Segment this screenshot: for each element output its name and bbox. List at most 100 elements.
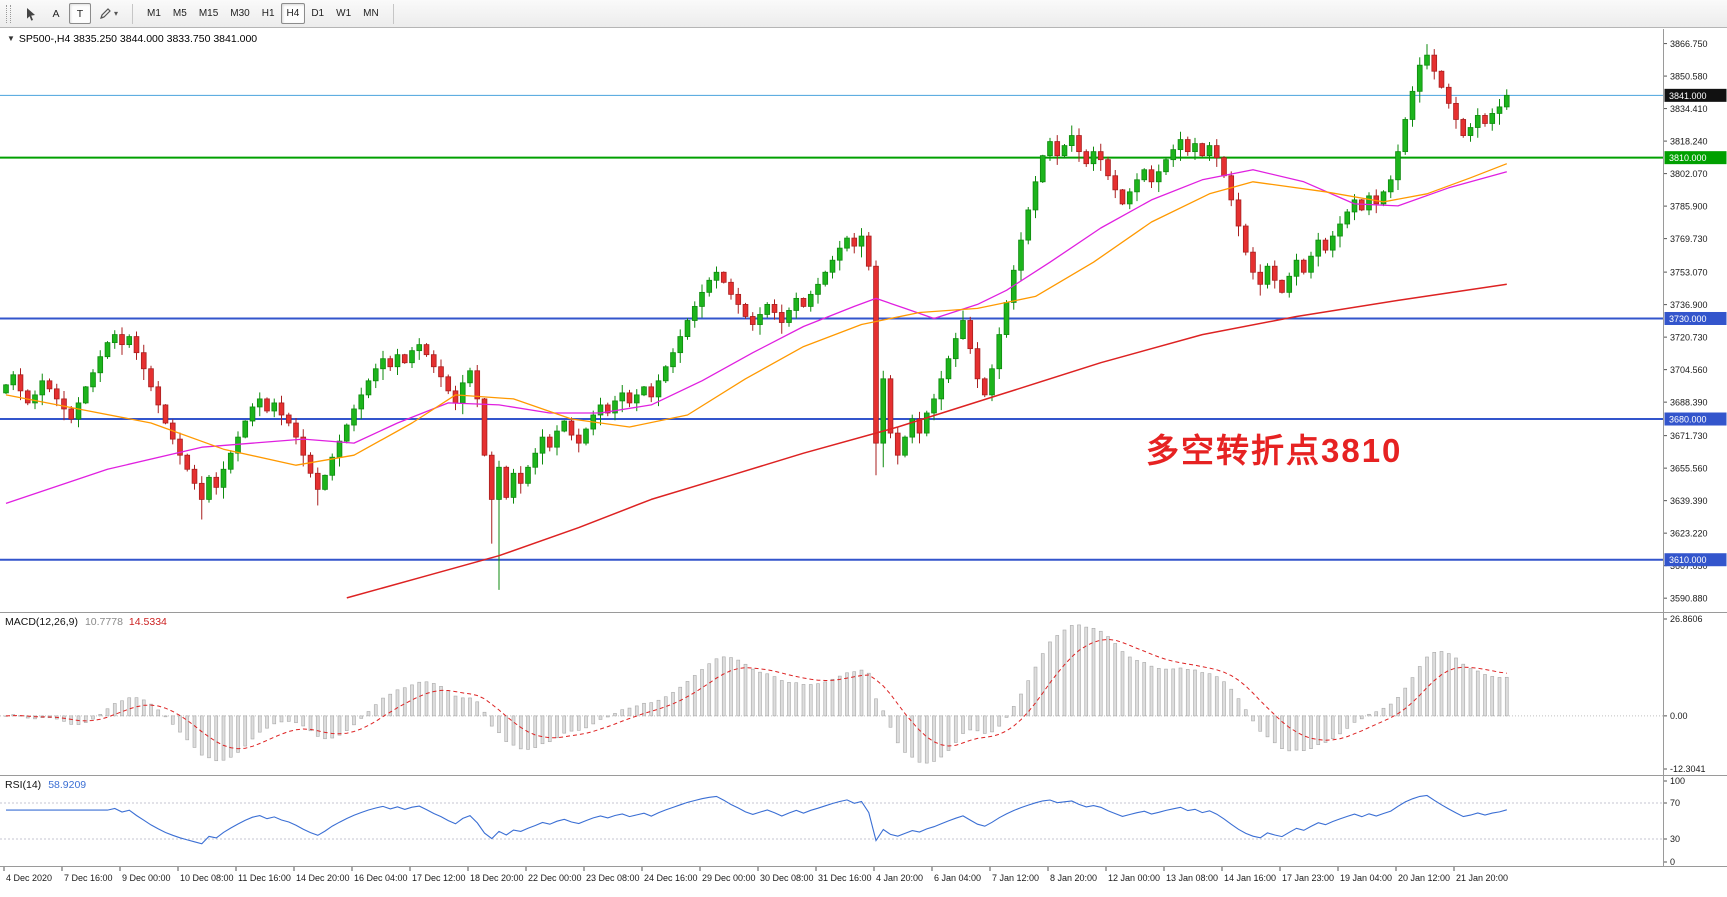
- text-tool-label: A: [52, 7, 60, 20]
- svg-text:20 Jan 12:00: 20 Jan 12:00: [1398, 873, 1450, 883]
- svg-text:17 Jan 23:00: 17 Jan 23:00: [1282, 873, 1334, 883]
- svg-text:3639.390: 3639.390: [1670, 496, 1708, 506]
- svg-text:18 Dec 20:00: 18 Dec 20:00: [470, 873, 524, 883]
- svg-text:3834.410: 3834.410: [1670, 104, 1708, 114]
- svg-text:3769.730: 3769.730: [1670, 234, 1708, 244]
- price-levels-layer: [0, 94, 1663, 561]
- svg-text:26.8606: 26.8606: [1670, 614, 1703, 624]
- toolbar-grip[interactable]: [6, 4, 11, 23]
- svg-text:3866.750: 3866.750: [1670, 39, 1708, 49]
- svg-text:3680.000: 3680.000: [1669, 415, 1707, 425]
- svg-text:3610.000: 3610.000: [1669, 555, 1707, 565]
- svg-text:22 Dec 00:00: 22 Dec 00:00: [528, 873, 582, 883]
- svg-text:3590.880: 3590.880: [1670, 593, 1708, 603]
- expand-arrow-icon[interactable]: ▼: [7, 34, 15, 43]
- timeframe-button-M1[interactable]: M1: [141, 3, 167, 24]
- svg-text:3671.730: 3671.730: [1670, 431, 1708, 441]
- timeframe-button-M30[interactable]: M30: [224, 3, 255, 24]
- timeframe-button-MN[interactable]: MN: [357, 3, 385, 24]
- cursor-tool-button[interactable]: [19, 3, 43, 24]
- svg-text:3730.000: 3730.000: [1669, 314, 1707, 324]
- textbox-tool-button[interactable]: T: [69, 3, 91, 24]
- svg-text:3841.000: 3841.000: [1669, 91, 1707, 101]
- timeframe-button-M15[interactable]: M15: [193, 3, 224, 24]
- textbox-tool-label: T: [76, 7, 84, 20]
- timeframe-button-M5[interactable]: M5: [167, 3, 193, 24]
- time-axis[interactable]: 4 Dec 2020 7 Dec 16:00 9 Dec 00:00 10 Dec 0…: [3, 867, 1508, 883]
- timeframe-button-D1[interactable]: D1: [305, 3, 330, 24]
- ma-fast-magenta: [5, 169, 1507, 505]
- svg-text:13 Jan 08:00: 13 Jan 08:00: [1166, 873, 1218, 883]
- svg-text:23 Dec 08:00: 23 Dec 08:00: [586, 873, 640, 883]
- price-level-label-3730.000: [1664, 311, 1727, 325]
- svg-text:24 Dec 16:00: 24 Dec 16:00: [644, 873, 698, 883]
- text-tool-button[interactable]: A: [45, 3, 67, 24]
- svg-text:21 Jan 20:00: 21 Jan 20:00: [1456, 873, 1508, 883]
- timeframe-button-W1[interactable]: W1: [330, 3, 357, 24]
- timeframe-button-H1[interactable]: H1: [256, 3, 281, 24]
- rsi-value: 58.9209: [48, 779, 87, 791]
- svg-text:7 Dec 16:00: 7 Dec 16:00: [64, 873, 113, 883]
- symbol-info-line: ▼ SP500-,H4 3835.250 3844.000 3833.750 38…: [7, 33, 257, 45]
- svg-text:3655.560: 3655.560: [1670, 463, 1708, 473]
- svg-text:3704.560: 3704.560: [1670, 365, 1708, 375]
- svg-text:6 Jan 04:00: 6 Jan 04:00: [934, 873, 981, 883]
- ma-mid-orange: [5, 163, 1508, 466]
- macd-main-value: 10.7778: [84, 616, 123, 628]
- svg-text:4 Dec 2020: 4 Dec 2020: [6, 873, 52, 883]
- draw-tools-dropdown-button[interactable]: ▾: [93, 3, 124, 24]
- svg-text:3802.070: 3802.070: [1670, 169, 1708, 179]
- svg-text:31 Dec 16:00: 31 Dec 16:00: [818, 873, 872, 883]
- svg-text:3785.900: 3785.900: [1670, 201, 1708, 211]
- toolbar-separator-2: [392, 3, 394, 24]
- svg-text:3736.900: 3736.900: [1670, 300, 1708, 310]
- svg-text:17 Dec 12:00: 17 Dec 12:00: [412, 873, 466, 883]
- rsi-label: RSI(14): [5, 779, 42, 791]
- cursor-icon: [27, 7, 35, 21]
- svg-text:0.00: 0.00: [1670, 711, 1688, 721]
- svg-text:3818.240: 3818.240: [1670, 136, 1708, 146]
- svg-text:10 Dec 08:00: 10 Dec 08:00: [180, 873, 234, 883]
- ohlc-info-text: SP500-,H4 3835.250 3844.000 3833.750 384…: [18, 33, 258, 45]
- timeframe-button-H4[interactable]: H4: [280, 3, 306, 24]
- rsi-line: [6, 794, 1507, 845]
- svg-text:19 Jan 04:00: 19 Jan 04:00: [1340, 873, 1392, 883]
- svg-text:14 Dec 20:00: 14 Dec 20:00: [296, 873, 350, 883]
- rsi-panel: 100 70 30 0: [0, 776, 1685, 867]
- timeframe-group: M1 M5 M15 M30 H1 H4 D1 W1 MN: [141, 3, 385, 24]
- svg-text:11 Dec 16:00: 11 Dec 16:00: [238, 873, 291, 883]
- macd-signal-line: [5, 638, 1507, 750]
- svg-text:7 Jan 12:00: 7 Jan 12:00: [992, 873, 1039, 883]
- svg-text:30: 30: [1670, 834, 1680, 844]
- annotation-text[interactable]: 多空转折点3810: [1146, 432, 1403, 469]
- svg-text:3623.220: 3623.220: [1670, 528, 1708, 538]
- svg-text:16 Dec 04:00: 16 Dec 04:00: [354, 873, 408, 883]
- moving-averages-layer: [5, 163, 1508, 599]
- svg-text:0: 0: [1670, 857, 1675, 867]
- toolbar: A T ▾ M1 M5 M15 M30 H1 H4 D1 W1 MN: [0, 0, 1727, 28]
- price-level-label-3810.000: [1664, 151, 1727, 165]
- svg-text:4 Jan 20:00: 4 Jan 20:00: [876, 873, 923, 883]
- svg-text:12 Jan 00:00: 12 Jan 00:00: [1108, 873, 1160, 883]
- svg-text:3810.000: 3810.000: [1669, 153, 1707, 163]
- candles-layer: [3, 44, 1510, 590]
- macd-panel: 26.8606 0.00 -12.3041: [0, 614, 1706, 774]
- svg-text:-12.3041: -12.3041: [1670, 764, 1706, 774]
- svg-text:3688.390: 3688.390: [1670, 397, 1708, 407]
- dropdown-caret-icon: ▾: [114, 9, 119, 18]
- rsi-header: RSI(14) 58.9209: [5, 779, 86, 791]
- svg-text:8 Jan 20:00: 8 Jan 20:00: [1050, 873, 1097, 883]
- toolbar-separator: [132, 3, 134, 24]
- svg-text:30 Dec 08:00: 30 Dec 08:00: [760, 873, 814, 883]
- svg-text:70: 70: [1670, 798, 1680, 808]
- ma-slow-red: [346, 283, 1507, 599]
- macd-header: MACD(12,26,9) 10.7778 14.5334: [5, 616, 167, 628]
- price-axis[interactable]: 3866.750 3850.580 3834.410 3818.240 3802.070…: [1664, 39, 1727, 604]
- svg-text:3850.580: 3850.580: [1670, 71, 1708, 81]
- svg-text:3720.730: 3720.730: [1670, 332, 1708, 342]
- svg-text:9 Dec 00:00: 9 Dec 00:00: [122, 873, 171, 883]
- price-level-label-3610.000: [1664, 553, 1727, 567]
- svg-text:14 Jan 16:00: 14 Jan 16:00: [1224, 873, 1276, 883]
